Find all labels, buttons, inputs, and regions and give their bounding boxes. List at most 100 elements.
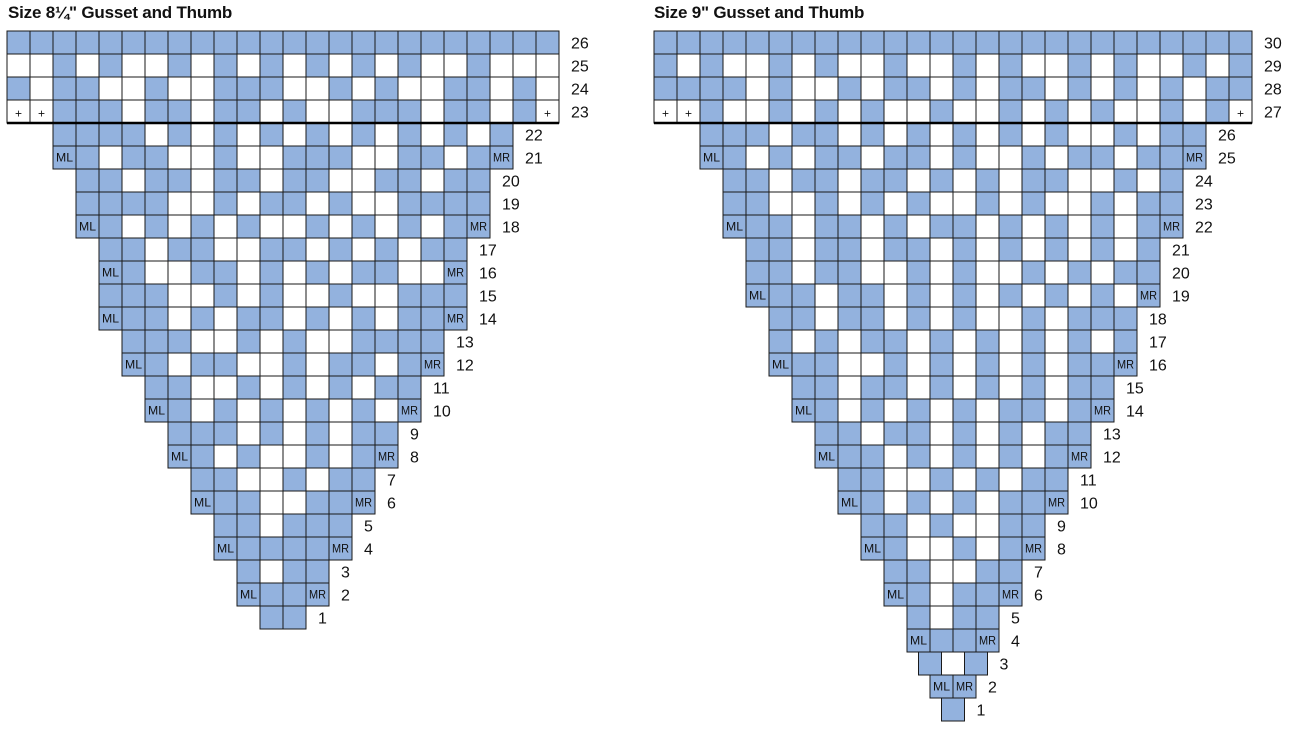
background-stitch-cell <box>929 421 954 446</box>
chart-row-14: ML MR 14 <box>98 306 497 331</box>
chart-row-10: ML MR 10 <box>144 398 451 423</box>
contrast-stitch-cell <box>1159 30 1184 55</box>
background-stitch-cell <box>259 329 284 354</box>
contrast-stitch-cell <box>305 582 330 607</box>
chart-row-4: ML MR 4 <box>906 628 1020 653</box>
background-stitch-cell <box>236 398 261 423</box>
contrast-stitch-cell <box>351 306 376 331</box>
contrast-stitch-cell <box>998 559 1023 584</box>
contrast-stitch-cell <box>1228 30 1253 55</box>
row-number: 23 <box>571 105 589 122</box>
row-number: 7 <box>387 473 396 490</box>
make-right-symbol: MR <box>424 358 441 372</box>
background-stitch-cell <box>236 191 261 216</box>
background-stitch-cell <box>883 191 908 216</box>
background-stitch-cell <box>1113 214 1138 239</box>
contrast-stitch-cell <box>1090 30 1115 55</box>
background-stitch-cell <box>768 122 793 147</box>
background-stitch-cell <box>236 237 261 262</box>
contrast-stitch-cell <box>443 99 468 124</box>
background-stitch-cell <box>860 145 885 170</box>
contrast-stitch-cell <box>144 375 169 400</box>
contrast-stitch-cell <box>906 30 931 55</box>
chart-row-21: ML MR 21 <box>52 145 543 170</box>
background-stitch-cell <box>1067 99 1092 124</box>
background-stitch-cell <box>121 76 146 101</box>
contrast-stitch-cell <box>236 559 261 584</box>
contrast-stitch-cell <box>975 329 1000 354</box>
contrast-stitch-cell <box>98 237 123 262</box>
contrast-stitch-cell <box>351 444 376 469</box>
contrast-stitch-cell <box>998 582 1023 607</box>
contrast-stitch-cell <box>1090 352 1115 377</box>
row-number: 13 <box>1103 427 1121 444</box>
contrast-stitch-cell <box>768 214 793 239</box>
background-stitch-cell <box>929 53 954 78</box>
chart-row-20: 20 <box>75 168 520 193</box>
contrast-stitch-cell <box>167 53 192 78</box>
contrast-stitch-cell <box>351 421 376 446</box>
background-stitch-cell <box>791 237 816 262</box>
make-right-symbol: MR <box>332 542 349 556</box>
background-stitch-cell <box>328 329 353 354</box>
contrast-stitch-cell <box>420 329 445 354</box>
contrast-stitch-cell <box>52 53 77 78</box>
contrast-stitch-cell <box>259 536 284 561</box>
background-stitch-cell <box>791 76 816 101</box>
contrast-stitch-cell <box>236 76 261 101</box>
contrast-stitch-cell <box>121 306 146 331</box>
background-stitch-cell <box>167 191 192 216</box>
chart-row-23: + + +23 <box>6 99 589 124</box>
contrast-stitch-cell <box>236 536 261 561</box>
background-stitch-cell <box>906 53 931 78</box>
contrast-stitch-cell <box>282 168 307 193</box>
background-stitch-cell <box>768 191 793 216</box>
background-stitch-cell <box>1182 76 1207 101</box>
contrast-stitch-cell <box>952 490 977 515</box>
chart-title: Size 9" Gusset and Thumb <box>654 3 865 22</box>
contrast-stitch-cell <box>512 76 537 101</box>
background-stitch-cell <box>929 237 954 262</box>
contrast-stitch-cell <box>305 214 330 239</box>
background-stitch-cell <box>1021 214 1046 239</box>
contrast-stitch-cell <box>305 536 330 561</box>
chart-row-12: ML MR 12 <box>814 444 1121 469</box>
background-stitch-cell <box>1159 53 1184 78</box>
contrast-stitch-cell <box>1021 536 1046 561</box>
background-stitch-cell <box>929 122 954 147</box>
row-number: 17 <box>479 243 497 260</box>
make-left-symbol: ML <box>726 220 743 234</box>
background-stitch-cell <box>167 352 192 377</box>
background-stitch-cell <box>144 122 169 147</box>
contrast-stitch-cell <box>1159 122 1184 147</box>
background-stitch-cell <box>929 76 954 101</box>
background-stitch-cell <box>259 559 284 584</box>
make-right-symbol: MR <box>956 680 973 694</box>
contrast-stitch-cell <box>351 490 376 515</box>
increase-symbol: + <box>15 107 22 121</box>
contrast-stitch-cell <box>1044 168 1069 193</box>
background-stitch-cell <box>952 99 977 124</box>
background-stitch-cell <box>374 306 399 331</box>
row-number: 25 <box>1218 151 1236 168</box>
background-stitch-cell <box>1021 122 1046 147</box>
row-number: 21 <box>1172 243 1190 260</box>
contrast-stitch-cell <box>190 260 215 285</box>
contrast-stitch-cell <box>443 191 468 216</box>
background-stitch-cell <box>768 168 793 193</box>
row-number: 11 <box>1080 473 1097 490</box>
row-number: 23 <box>1195 197 1213 214</box>
contrast-stitch-cell <box>1021 329 1046 354</box>
contrast-stitch-cell <box>1113 168 1138 193</box>
contrast-stitch-cell <box>906 237 931 262</box>
background-stitch-cell <box>1090 260 1115 285</box>
background-stitch-cell <box>6 53 31 78</box>
contrast-stitch-cell <box>745 168 770 193</box>
background-stitch-cell <box>929 536 954 561</box>
contrast-stitch-cell <box>722 191 747 216</box>
contrast-stitch-cell <box>722 145 747 170</box>
contrast-stitch-cell <box>236 306 261 331</box>
contrast-stitch-cell <box>860 30 885 55</box>
background-stitch-cell <box>975 444 1000 469</box>
chart-row-4: ML MR 4 <box>213 536 373 561</box>
